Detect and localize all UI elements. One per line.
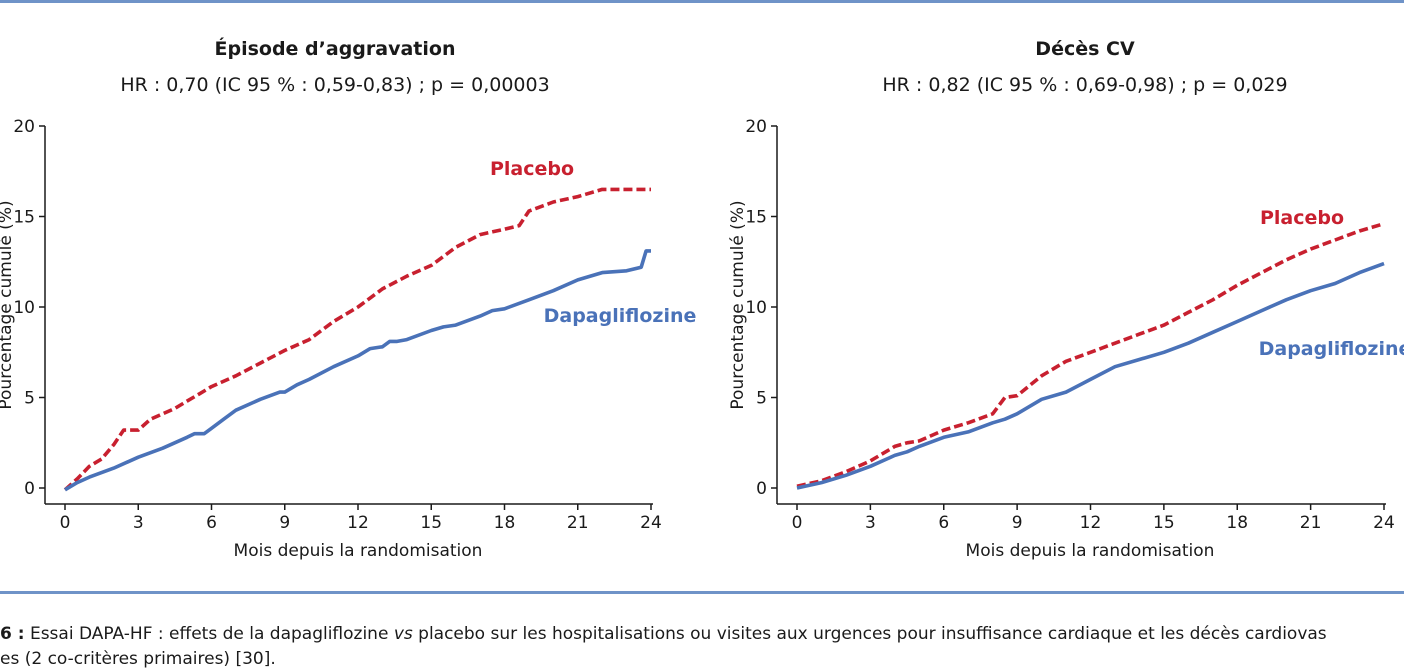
caption-line-2: es (2 co-critères primaires) [30]. (0, 649, 276, 669)
caption-text-a: Essai DAPA-HF : effets de la dapaglifloz… (24, 624, 394, 644)
y-tick-label: 0 (756, 479, 767, 499)
y-tick-label: 5 (756, 389, 767, 409)
top-rule (0, 0, 1404, 3)
x-tick-label: 12 (347, 513, 369, 533)
chart-subtitle: HR : 0,82 (IC 95 % : 0,69-0,98) ; p = 0,… (882, 74, 1287, 96)
x-tick-label: 12 (1080, 513, 1102, 533)
x-tick-label: 6 (938, 513, 949, 533)
x-tick-label: 18 (494, 513, 516, 533)
series-label-placebo: Placebo (490, 158, 574, 180)
y-tick-label: 5 (24, 389, 35, 409)
series-line-dapagliflozine (64, 249, 651, 492)
series-label-dapagliflozine: Dapagliflozine (544, 305, 697, 327)
axes: 0 5 10 15 20 0 3 6 9 12 15 18 21 24 (13, 117, 661, 533)
axes: 0 5 10 15 20 0 3 6 9 12 15 18 21 24 (745, 117, 1394, 533)
x-tick-label: 0 (792, 513, 803, 533)
x-tick-label: 24 (640, 513, 662, 533)
y-tick-label: 20 (13, 117, 35, 137)
chart-title: Décès CV (1035, 38, 1135, 60)
caption-label: 6 : (0, 624, 25, 644)
x-tick-label: 0 (60, 513, 71, 533)
series-line-placebo (63, 187, 651, 492)
series-label-dapagliflozine: Dapagliflozine (1259, 338, 1404, 360)
km-charts: Épisode d’aggravation HR : 0,70 (IC 95 %… (0, 37, 1404, 561)
caption-text-b: placebo sur les hospitalisations ou visi… (412, 624, 1327, 644)
series-line-dapagliflozine (796, 261, 1385, 490)
x-tick-label: 18 (1226, 513, 1248, 533)
x-tick-label: 21 (567, 513, 589, 533)
x-tick-label: 6 (206, 513, 217, 533)
figure-caption: 6 : Essai DAPA-HF : effets de la dapagli… (0, 622, 1404, 672)
x-axis-label: Mois depuis la randomisation (966, 541, 1215, 561)
x-tick-label: 9 (279, 513, 290, 533)
x-tick-label: 24 (1373, 513, 1395, 533)
bottom-rule (0, 591, 1404, 594)
y-tick-label: 15 (13, 208, 35, 228)
x-axis-label: Mois depuis la randomisation (234, 541, 483, 561)
y-axis-label: Pourcentage cumulé (%) (728, 200, 748, 409)
caption-line-1: 6 : Essai DAPA-HF : effets de la dapagli… (0, 622, 1404, 647)
series-label-placebo: Placebo (1260, 207, 1344, 229)
chart-deces-cv: Décès CV HR : 0,82 (IC 95 % : 0,69-0,98)… (728, 38, 1404, 561)
y-axis-label: Pourcentage cumulé (%) (0, 200, 16, 409)
series-line-placebo (796, 221, 1385, 488)
y-tick-label: 15 (745, 208, 767, 228)
chart-aggravation: Épisode d’aggravation HR : 0,70 (IC 95 %… (0, 37, 696, 561)
x-tick-label: 21 (1300, 513, 1322, 533)
chart-subtitle: HR : 0,70 (IC 95 % : 0,59-0,83) ; p = 0,… (120, 74, 549, 96)
caption-text-em: vs (393, 624, 413, 644)
x-tick-label: 15 (420, 513, 442, 533)
series-layer (63, 187, 651, 492)
y-tick-label: 20 (745, 117, 767, 137)
chart-title: Épisode d’aggravation (215, 37, 456, 60)
x-tick-label: 15 (1153, 513, 1175, 533)
series-layer (796, 221, 1385, 490)
y-tick-label: 0 (24, 479, 35, 499)
x-tick-label: 9 (1012, 513, 1023, 533)
x-tick-label: 3 (133, 513, 144, 533)
y-tick-label: 10 (13, 298, 35, 318)
x-tick-label: 3 (865, 513, 876, 533)
y-tick-label: 10 (745, 298, 767, 318)
